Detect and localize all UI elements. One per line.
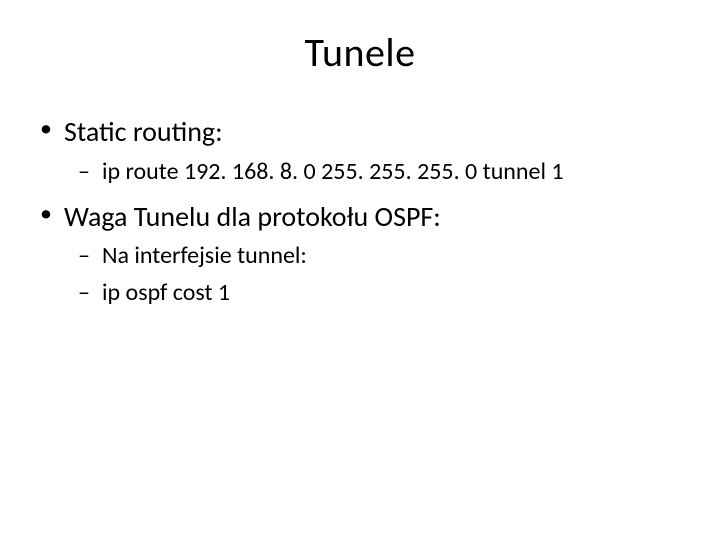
bullet-text: Na interfejsie tunnel: <box>102 241 307 270</box>
slide: Tunele Static routing: ip route 192. 168… <box>0 0 720 540</box>
bullet-text: Static routing: <box>64 114 223 149</box>
bullet-text: ip ospf cost 1 <box>102 278 230 307</box>
bullet-level2: ip ospf cost 1 <box>38 276 682 311</box>
bullet-level2: Na interfejsie tunnel: <box>38 239 682 274</box>
bullet-level1: Waga Tunelu dla protokołu OSPF: <box>38 198 682 236</box>
bullet-text: Waga Tunelu dla protokołu OSPF: <box>64 199 441 234</box>
slide-content: Static routing: ip route 192. 168. 8. 0 … <box>0 97 720 311</box>
bullet-level2: ip route 192. 168. 8. 0 255. 255. 255. 0… <box>38 155 682 190</box>
bullet-level1: Static routing: <box>38 113 682 151</box>
bullet-text: ip route 192. 168. 8. 0 255. 255. 255. 0… <box>102 157 564 186</box>
slide-title: Tunele <box>0 0 720 97</box>
